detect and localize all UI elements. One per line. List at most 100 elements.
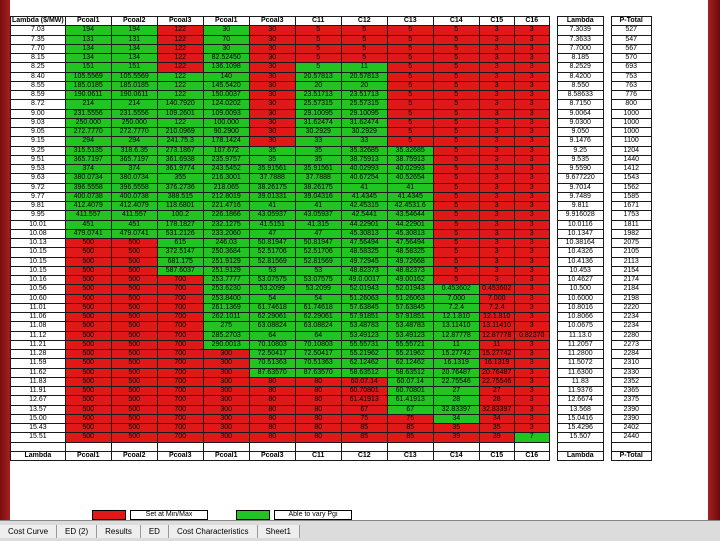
column-gap: [549, 312, 558, 322]
sheet-tab[interactable]: ED (2): [57, 524, 98, 538]
table-cell: 61.74618: [248, 302, 296, 314]
column-gap: [603, 136, 612, 146]
table-cell: 374: [110, 163, 158, 175]
table-cell: 118.6801: [156, 200, 204, 212]
table-cell: 185.0185: [64, 80, 112, 92]
table-cell: 2330: [610, 367, 652, 378]
table-cell: 3: [478, 265, 515, 277]
table-cell: 140.7920: [156, 99, 204, 110]
table-cell: 40.02993: [386, 163, 434, 175]
table-cell: 500: [110, 376, 158, 388]
table-cell: 5: [432, 145, 480, 156]
table-cell: 5: [294, 52, 342, 64]
table-cell: 11.28: [10, 348, 66, 360]
slide-left-frame: [0, 0, 10, 540]
sheet-tab[interactable]: Cost Characteristics: [168, 524, 258, 538]
table-cell: 61.74618: [294, 302, 342, 314]
table-cell: 60.70801: [386, 385, 434, 397]
sheet-tab[interactable]: Results: [97, 524, 141, 538]
table-cell: 190.0611: [110, 89, 158, 101]
table-cell: 500: [110, 256, 158, 267]
table-cell: 3: [513, 136, 550, 147]
table-cell: 30: [248, 136, 296, 147]
table-cell: [156, 441, 204, 452]
table-cell: 8.58633: [556, 89, 604, 101]
table-row: 7.03 194 194 122 30 30 5 5 5 5 3 3 7.3039 527: [10, 25, 652, 36]
column-gap: [549, 247, 558, 257]
table-cell: 41: [248, 200, 296, 212]
table-cell: 700: [156, 311, 204, 323]
table-cell: 22.75546: [432, 376, 480, 388]
table-cell: 1000: [610, 117, 652, 129]
sheet-tab[interactable]: Sheet1: [257, 524, 300, 538]
column-gap: [549, 35, 558, 45]
table-row: 9.95 411.557 411.557 100.2 226.1866 43.05937 4…: [10, 210, 652, 221]
table-cell: 8.2529: [556, 62, 604, 73]
table-cell: 800: [610, 99, 652, 110]
table-cell: 5: [386, 89, 434, 101]
table-cell: 60.07.14: [386, 376, 434, 388]
table-cell: 246.03: [202, 237, 250, 249]
sheet-tab[interactable]: ED: [140, 524, 169, 538]
table-row: 8.40 105.5569 105.5569 122 140 30 20.57813 20.5…: [10, 71, 652, 82]
table-cell: 500: [110, 385, 158, 397]
table-cell: 178.1424: [202, 136, 250, 147]
table-cell: 5: [386, 126, 434, 138]
table-cell: 7.000: [478, 293, 515, 304]
table-row: 7.35 131 131 122 70 30 5 5 5 5 3 3 7.3633 547: [10, 34, 652, 45]
table-cell: 11.13.0: [556, 330, 604, 341]
table-cell: 151: [64, 62, 112, 73]
header-cell: C11: [294, 450, 342, 462]
table-cell: 10.15: [10, 265, 66, 277]
column-gap: [549, 229, 558, 239]
column-gap: [549, 183, 558, 193]
table-cell: 122: [156, 43, 204, 55]
table-cell: 5: [432, 43, 480, 55]
table-cell: 80: [294, 432, 342, 443]
table-cell: 10.38164: [556, 237, 604, 249]
table-cell: 479.0741: [110, 228, 158, 240]
table-cell: 9.5590: [556, 163, 604, 175]
table-cell: 23.51713: [340, 89, 388, 101]
sheet-tab[interactable]: Cost Curve: [0, 524, 58, 538]
column-gap: [603, 423, 612, 433]
table-cell: 5: [432, 89, 480, 101]
table-cell: 9.0064: [556, 108, 604, 119]
table-cell: 53.48783: [386, 321, 434, 332]
table-cell: 251.9129: [202, 256, 250, 267]
table-cell: 3: [513, 25, 550, 36]
table-cell: 11.2800: [556, 348, 604, 360]
table-cell: 500: [110, 348, 158, 360]
column-gap: [549, 257, 558, 267]
table-row: 10.08 479.0741 479.0741 531.2126 233.2060 47 4…: [10, 228, 652, 240]
table-cell: 3: [513, 182, 550, 193]
table-cell: 3: [478, 219, 515, 230]
table-cell: 72.50417: [294, 348, 342, 360]
table-cell: 500: [64, 348, 112, 360]
column-gap: [603, 395, 612, 405]
column-gap: [549, 220, 558, 230]
table-row: 10.16 500 500 700 253.7777 53.07575 53.07575 49…: [10, 274, 652, 286]
table-cell: 500: [110, 302, 158, 314]
table-cell: 47.56494: [340, 237, 388, 249]
table-cell: 131: [64, 34, 112, 45]
table-cell: 290.0013: [202, 339, 250, 351]
table-cell: 500: [64, 311, 112, 323]
table-cell: 185.0185: [110, 80, 158, 92]
table-cell: 547: [610, 34, 652, 45]
table-cell: 500: [110, 293, 158, 304]
table-cell: 294: [110, 136, 158, 147]
table-cell: 53.48783: [340, 321, 388, 332]
table-row: [10, 441, 652, 452]
table-cell: 80: [248, 422, 296, 434]
header-cell: Lambda: [556, 450, 604, 462]
table-cell: 62.29061: [294, 311, 342, 323]
table-cell: 451: [110, 219, 158, 230]
table-cell: 5: [432, 182, 480, 193]
column-gap: [603, 247, 612, 257]
table-cell: 47: [294, 228, 342, 240]
table-cell: 10.15: [10, 256, 66, 267]
table-cell: 5: [432, 136, 480, 147]
table-cell: 5: [432, 99, 480, 110]
table-cell: 11.2057: [556, 339, 604, 351]
